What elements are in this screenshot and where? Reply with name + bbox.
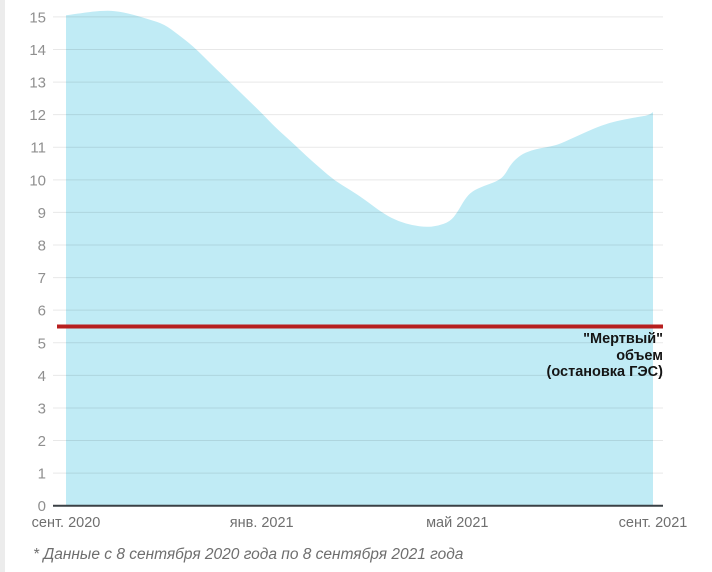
y-tick-label: 1 bbox=[38, 466, 46, 483]
x-tick-label: май 2021 bbox=[426, 515, 488, 531]
dead-volume-annotation: "Мертвый" объем (остановка ГЭС) bbox=[547, 331, 663, 381]
x-tick-label: сент. 2021 bbox=[619, 515, 688, 531]
x-tick-label: янв. 2021 bbox=[230, 515, 294, 531]
y-tick-label: 15 bbox=[29, 9, 46, 26]
data-range-footnote: * Данные с 8 сентября 2020 года по 8 сен… bbox=[33, 546, 464, 563]
annotation-line-3: (остановка ГЭС) bbox=[546, 364, 663, 380]
y-tick-label: 14 bbox=[29, 42, 46, 59]
page-edge-strip bbox=[0, 0, 5, 572]
y-tick-label: 0 bbox=[38, 498, 46, 515]
y-tick-label: 9 bbox=[38, 205, 46, 222]
y-tick-label: 3 bbox=[38, 400, 46, 417]
x-tick-label: сент. 2020 bbox=[32, 515, 101, 531]
annotation-line-2: объем bbox=[616, 347, 663, 364]
y-tick-label: 5 bbox=[38, 335, 46, 352]
annotation-line-1: "Мертвый" bbox=[583, 331, 663, 347]
y-tick-label: 4 bbox=[38, 368, 46, 385]
y-tick-label: 7 bbox=[38, 270, 46, 287]
y-tick-label: 11 bbox=[30, 140, 46, 157]
y-tick-label: 10 bbox=[29, 172, 46, 189]
y-tick-label: 6 bbox=[38, 303, 46, 320]
dead-volume-line bbox=[57, 324, 663, 329]
y-tick-label: 12 bbox=[29, 107, 46, 124]
y-tick-label: 2 bbox=[38, 433, 46, 450]
y-tick-label: 13 bbox=[29, 75, 46, 92]
y-tick-label: 8 bbox=[38, 238, 46, 255]
reservoir-volume-area bbox=[66, 10, 653, 506]
